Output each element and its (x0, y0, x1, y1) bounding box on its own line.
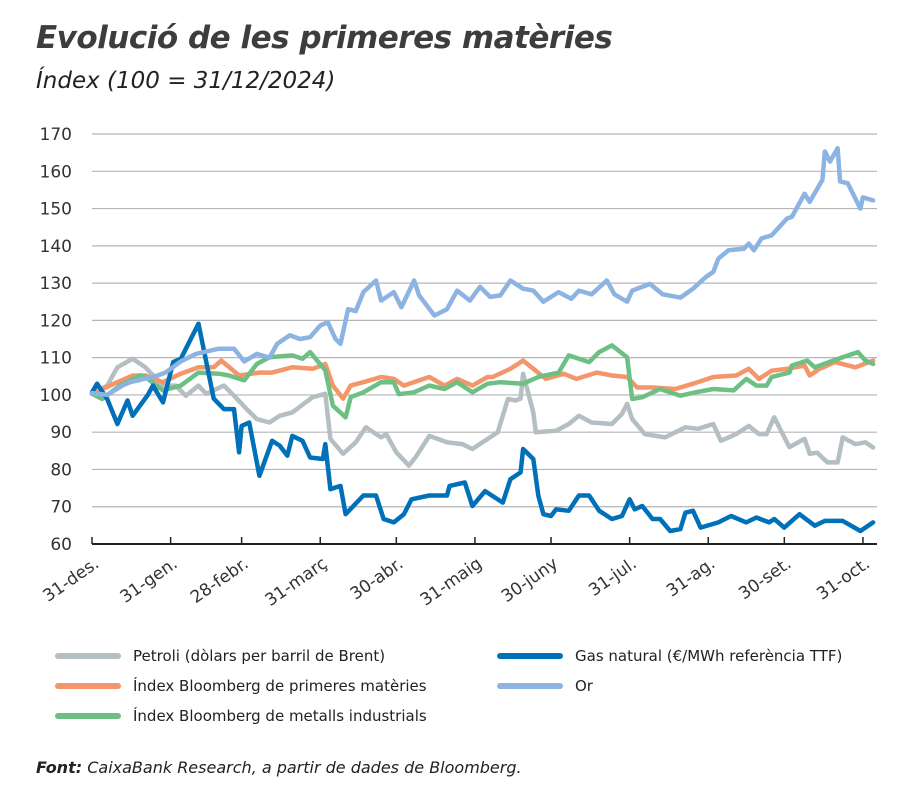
x-tick-label: 31-jul. (585, 554, 640, 601)
legend-label: Petroli (dòlars per barril de Brent) (133, 647, 386, 665)
series-line-2 (89, 343, 876, 420)
source-note: Font: CaixaBank Research, a partir de da… (36, 758, 522, 777)
y-tick-label: 120 (40, 311, 72, 331)
x-tick-label: 31-març (262, 554, 331, 611)
legend-label: Or (575, 677, 593, 695)
legend-swatch (55, 653, 121, 659)
y-tick-label: 80 (50, 460, 72, 480)
legend-label: Índex Bloomberg de primeres matèries (133, 677, 427, 695)
series-line-3 (89, 321, 876, 534)
legend-item-bloomberg-metals: Índex Bloomberg de metalls industrials (55, 707, 427, 725)
y-tick-label: 100 (40, 386, 72, 406)
series-line-1 (89, 358, 876, 401)
x-tick-label: 31-ag. (663, 554, 719, 602)
x-tick-label: 31-oct. (813, 554, 874, 605)
series-line-0 (89, 356, 876, 468)
chart-subtitle: Índex (100 = 31/12/2024) (36, 68, 336, 94)
legend-swatch (497, 653, 563, 659)
y-tick-label: 60 (50, 535, 72, 555)
legend-item-gold: Or (497, 677, 593, 695)
x-tick-label: 31-des. (40, 554, 103, 607)
x-tick-label: 31-gen. (117, 554, 182, 608)
x-tick-label: 31-maig (417, 554, 486, 611)
y-tick-label: 150 (40, 200, 72, 220)
y-tick-label: 70 (50, 498, 72, 518)
legend-item-brent: Petroli (dòlars per barril de Brent) (55, 647, 385, 665)
source-text: CaixaBank Research, a partir de dades de… (87, 758, 522, 777)
source-label: Font: (36, 758, 83, 777)
legend-swatch (55, 713, 121, 719)
y-tick-label: 130 (40, 274, 72, 294)
legend-label: Gas natural (€/MWh referència TTF) (575, 647, 843, 665)
series-line-4 (89, 145, 876, 398)
x-tick-label: 30-abr. (347, 554, 407, 605)
y-tick-label: 90 (50, 423, 72, 443)
y-tick-label: 110 (40, 349, 72, 369)
legend-label: Índex Bloomberg de metalls industrials (133, 707, 427, 725)
legend-swatch (55, 683, 121, 689)
y-tick-label: 160 (40, 162, 72, 182)
x-tick-label: 30-juny (498, 554, 562, 607)
legend-swatch (497, 683, 563, 689)
x-tick-label: 30-set. (735, 554, 795, 604)
legend-item-bloomberg-commodities: Índex Bloomberg de primeres matèries (55, 677, 427, 695)
legend-item-gas: Gas natural (€/MWh referència TTF) (497, 647, 842, 665)
y-tick-label: 140 (40, 237, 72, 257)
chart-title: Evolució de les primeres matèries (36, 20, 613, 56)
x-tick-label: 28-febr. (187, 554, 252, 608)
y-tick-label: 170 (40, 125, 72, 145)
